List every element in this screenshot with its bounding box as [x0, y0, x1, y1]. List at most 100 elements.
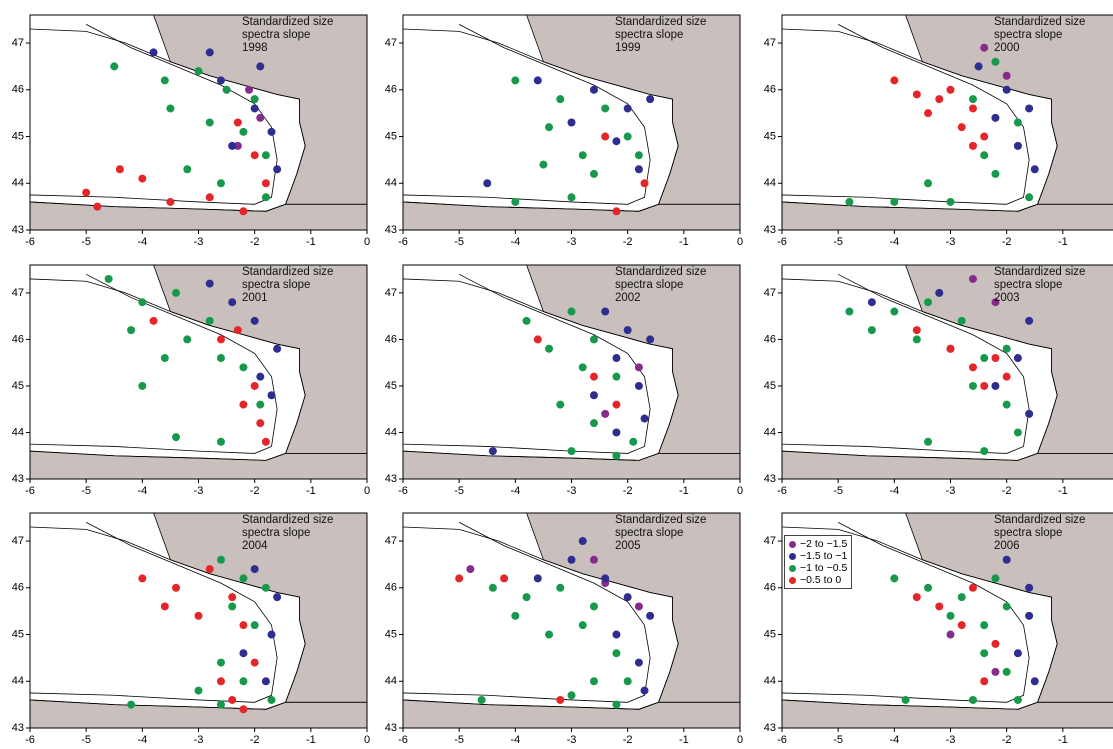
map-panel: -6 -5 -4 -3 -2 -1 0 43 44 45 46 47 — [385, 512, 743, 746]
data-point — [466, 565, 475, 574]
data-point — [239, 127, 248, 136]
y-tick-label: 45 — [385, 380, 397, 392]
data-point — [1013, 118, 1022, 127]
data-point — [991, 639, 1000, 648]
x-tick-label: 0 — [364, 236, 370, 248]
data-point — [1002, 400, 1011, 409]
panel-title: Standardized size spectra slope 1998 — [242, 16, 350, 55]
title-text: Standardized size spectra slope — [242, 16, 334, 41]
data-point — [612, 354, 621, 363]
y-tick-label: 46 — [764, 333, 776, 345]
data-point — [511, 76, 520, 85]
data-point — [968, 274, 977, 283]
data-point — [567, 193, 576, 202]
data-point — [273, 165, 282, 174]
data-point — [160, 354, 169, 363]
data-point — [589, 372, 598, 381]
data-point — [273, 344, 282, 353]
data-point — [138, 381, 147, 390]
data-point — [935, 288, 944, 297]
map-panel: -6 -5 -4 -3 -2 -1 0 43 44 45 46 47 — [385, 264, 743, 497]
data-point — [991, 381, 1000, 390]
data-point — [845, 197, 854, 206]
y-tick-label: 43 — [12, 224, 24, 236]
data-point — [1025, 409, 1034, 418]
data-point — [205, 565, 214, 574]
data-point — [890, 307, 899, 316]
data-point — [1025, 193, 1034, 202]
data-point — [567, 691, 576, 700]
x-tick-label: -4 — [889, 734, 899, 746]
data-point — [867, 326, 876, 335]
x-tick-label: -3 — [194, 485, 204, 497]
data-point — [890, 197, 899, 206]
data-point — [1002, 71, 1011, 80]
data-point — [267, 630, 276, 639]
legend-label: −1 to −0.5 — [800, 562, 848, 574]
year-label: 2006 — [994, 540, 1020, 552]
legend-swatch — [789, 540, 796, 548]
y-tick-label: 46 — [12, 84, 24, 96]
map-panel: -6 -5 -4 -3 -2 -1 0 43 44 45 46 47 — [12, 14, 370, 248]
data-point — [228, 593, 237, 602]
data-point — [991, 169, 1000, 178]
data-point — [578, 621, 587, 630]
data-point — [1002, 344, 1011, 353]
data-point — [578, 363, 587, 372]
data-point — [228, 602, 237, 611]
x-tick-label: -5 — [454, 734, 464, 746]
x-tick-label: -5 — [454, 485, 464, 497]
x-tick-label: -3 — [946, 485, 956, 497]
x-tick-label: -3 — [567, 734, 577, 746]
data-point — [589, 419, 598, 428]
data-point — [172, 288, 181, 297]
data-point — [239, 621, 248, 630]
coastline — [30, 278, 306, 461]
data-point — [980, 381, 989, 390]
data-point — [205, 118, 214, 127]
data-point — [256, 113, 265, 122]
data-point — [149, 48, 158, 57]
y-tick-label: 43 — [385, 224, 397, 236]
data-point — [1013, 649, 1022, 658]
data-point — [250, 151, 259, 160]
x-tick-label: -5 — [81, 485, 91, 497]
data-point — [867, 298, 876, 307]
data-point — [924, 298, 933, 307]
data-point — [500, 574, 509, 583]
data-point — [267, 127, 276, 136]
x-tick-label: -4 — [510, 734, 520, 746]
data-point — [924, 109, 933, 118]
data-point — [623, 677, 632, 686]
x-tick-label: -6 — [25, 236, 35, 248]
y-tick-label: 45 — [764, 380, 776, 392]
data-point — [957, 593, 966, 602]
data-point — [634, 381, 643, 390]
data-point — [991, 574, 1000, 583]
data-point — [250, 565, 259, 574]
data-point — [239, 574, 248, 583]
data-point — [273, 593, 282, 602]
year-label: 2001 — [242, 292, 268, 304]
x-tick-label: -2 — [623, 485, 633, 497]
data-point — [634, 165, 643, 174]
data-point — [634, 602, 643, 611]
data-point — [261, 677, 270, 686]
data-point — [261, 437, 270, 446]
coastline — [782, 28, 1058, 212]
data-point — [991, 113, 1000, 122]
legend-label: −1.5 to −1 — [800, 550, 848, 562]
data-point — [216, 555, 225, 564]
y-tick-label: 45 — [385, 628, 397, 640]
data-point — [183, 335, 192, 344]
data-point — [612, 207, 621, 216]
data-point — [589, 677, 598, 686]
data-point — [488, 583, 497, 592]
isobath — [403, 273, 651, 454]
data-point — [924, 179, 933, 188]
y-tick-label: 44 — [385, 177, 397, 189]
data-point — [250, 658, 259, 667]
data-point — [1030, 677, 1039, 686]
data-point — [968, 381, 977, 390]
x-tick-label: -3 — [194, 236, 204, 248]
